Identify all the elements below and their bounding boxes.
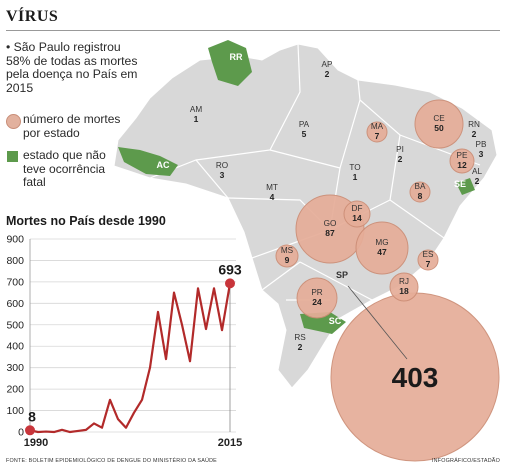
- legend-no-deaths-swatch: [7, 151, 18, 162]
- bubble-RJ: [389, 272, 419, 302]
- state-deaths-MA: 7: [375, 131, 380, 141]
- chart-title: Mortes no País desde 1990: [6, 214, 166, 228]
- state-deaths-PR: 24: [312, 297, 322, 307]
- y-tick-label-100: 100: [6, 405, 24, 417]
- state-borders: [149, 43, 481, 301]
- state-deaths-RS: 2: [298, 342, 303, 352]
- y-tick-label-800: 800: [6, 255, 24, 267]
- data-label-1990: 8: [28, 408, 36, 424]
- data-label-2015: 693: [218, 261, 242, 277]
- state-code-RR: RR: [230, 52, 243, 62]
- state-code-CE: CE: [433, 114, 445, 123]
- state-code-SP: SP: [336, 270, 348, 280]
- state-code-ES: ES: [423, 250, 434, 259]
- state-code-SC: SC: [329, 316, 342, 326]
- state-code-DF: DF: [352, 204, 363, 213]
- state-deaths-MS: 9: [285, 255, 290, 265]
- state-code-AL: AL: [472, 167, 482, 176]
- y-tick-label-500: 500: [6, 319, 24, 331]
- deaths-series-line: [29, 283, 232, 434]
- bubble-PR: [296, 277, 338, 319]
- y-tick-label-0: 0: [18, 427, 24, 439]
- state-code-RJ: RJ: [399, 277, 409, 286]
- bubble-PE: [449, 148, 475, 174]
- legend-no-deaths-label: estado que não teve ocorrência fatal: [23, 148, 106, 189]
- state-deaths-SP: 403: [392, 362, 439, 393]
- state-deaths-RO: 3: [220, 170, 225, 180]
- bubble-BA: [409, 181, 431, 203]
- y-tick-label-600: 600: [6, 298, 24, 310]
- bubble-MA: [366, 121, 388, 143]
- legend-bubble-swatch: [6, 114, 21, 129]
- state-deaths-AL: 2: [475, 176, 480, 186]
- infographic-title: VÍRUS: [6, 8, 59, 25]
- marker-1990: [25, 425, 35, 436]
- marker-2015: [225, 278, 235, 289]
- state-code-AP: AP: [322, 60, 333, 69]
- legend-deaths-label: número de mortes por estado: [23, 112, 121, 140]
- state-code-MG: MG: [375, 238, 388, 247]
- death-bubbles: [275, 99, 500, 462]
- state-code-PI: PI: [396, 145, 404, 154]
- y-tick-label-200: 200: [6, 384, 24, 396]
- state-RR-no-deaths: [208, 40, 252, 86]
- state-deaths-PA: 5: [302, 129, 307, 139]
- y-tick-label-900: 900: [6, 234, 24, 246]
- state-deaths-PI: 2: [398, 154, 403, 164]
- state-code-MS: MS: [281, 246, 294, 255]
- state-code-PA: PA: [299, 120, 310, 129]
- state-deaths-TO: 1: [353, 172, 358, 182]
- state-code-RO: RO: [216, 161, 228, 170]
- state-code-PB: PB: [476, 140, 487, 149]
- bubble-ES: [417, 249, 439, 271]
- title-divider: [6, 30, 500, 31]
- state-SE-no-deaths: [456, 178, 475, 195]
- state-deaths-RJ: 18: [399, 286, 409, 296]
- bubble-CE: [414, 99, 464, 149]
- source-note: FONTE: BOLETIM EPIDEMIOLÓGICO DE DENGUE …: [6, 458, 217, 464]
- x-tick-label-1990: 1990: [24, 437, 48, 449]
- sp-leader-line: [347, 285, 408, 360]
- credit-note: INFOGRÁFICO/ESTADÃO: [431, 458, 500, 464]
- state-deaths-CE: 50: [434, 123, 444, 133]
- state-deaths-GO: 87: [325, 228, 335, 238]
- state-code-GO: GO: [324, 219, 337, 228]
- state-deaths-ES: 7: [426, 259, 431, 269]
- state-deaths-BA: 8: [418, 191, 423, 201]
- state-deaths-MT: 4: [270, 192, 275, 202]
- state-code-PE: PE: [457, 151, 468, 160]
- state-deaths-DF: 14: [352, 213, 362, 223]
- state-code-SE: SE: [454, 179, 466, 189]
- state-code-RN: RN: [468, 120, 480, 129]
- state-code-MT: MT: [266, 183, 278, 192]
- y-tick-label-300: 300: [6, 362, 24, 374]
- y-tick-label-700: 700: [6, 276, 24, 288]
- bubble-MG: [355, 221, 409, 275]
- deaths-line-chart: 0 100 200 300 400 500 600 700 800 900 8 693 1990 2015: [6, 234, 242, 450]
- x-tick-label-2015: 2015: [218, 437, 242, 449]
- state-deaths-PE: 12: [457, 160, 467, 170]
- y-tick-label-400: 400: [6, 341, 24, 353]
- state-code-PR: PR: [311, 288, 322, 297]
- bubble-MS: [275, 244, 299, 268]
- state-code-TO: TO: [349, 163, 360, 172]
- state-deaths-AM: 1: [194, 114, 199, 124]
- state-AC-no-deaths: [118, 147, 178, 176]
- state-code-MA: MA: [371, 122, 384, 131]
- state-deaths-AP: 2: [325, 69, 330, 79]
- state-code-RS: RS: [294, 333, 306, 342]
- state-code-BA: BA: [415, 182, 426, 191]
- state-deaths-MG: 47: [377, 247, 387, 257]
- state-code-AC: AC: [157, 160, 170, 170]
- bubble-DF: [343, 200, 371, 228]
- state-deaths-RN: 2: [472, 129, 477, 139]
- state-deaths-PB: 3: [479, 149, 484, 159]
- state-code-AM: AM: [190, 105, 202, 114]
- intro-text: • São Paulo registrou 58% de todas as mo…: [6, 40, 138, 95]
